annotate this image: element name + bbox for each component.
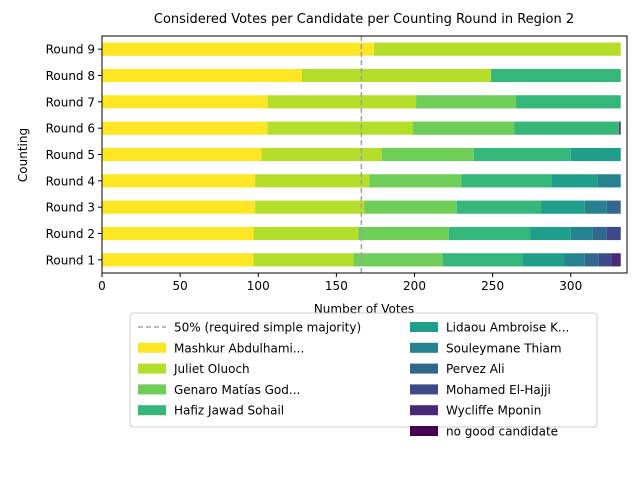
bar-segment <box>267 121 413 135</box>
bar-segment <box>522 253 565 267</box>
bar-segment <box>102 68 302 83</box>
bar-segment <box>473 147 571 162</box>
bar-segment <box>267 95 417 109</box>
y-tick-label: Round 3 <box>46 201 95 215</box>
bar-segment <box>461 174 552 188</box>
bar-segment <box>253 226 359 241</box>
legend-swatch <box>138 384 166 395</box>
y-tick-label: Round 8 <box>46 69 95 83</box>
legend-label: 50% (required simple majority) <box>174 321 361 335</box>
legend-label: Lidaou Ambroise K... <box>446 321 569 335</box>
legend-swatch <box>410 342 438 353</box>
bar-segment <box>552 174 598 188</box>
y-tick-label: Round 4 <box>46 174 95 188</box>
legend-label: Wycliffe Mponin <box>446 404 541 418</box>
legend-frame <box>129 312 598 428</box>
bar-segment <box>102 226 254 241</box>
bar-segment <box>416 95 517 109</box>
bar-segment <box>255 174 370 188</box>
x-tick-label: 250 <box>481 279 504 293</box>
bar-segment <box>102 95 268 109</box>
legend-label: Pervez Ali <box>446 362 505 376</box>
bar-segment <box>102 121 268 135</box>
x-tick-label: 300 <box>559 279 582 293</box>
y-tick-label: Round 2 <box>46 227 95 241</box>
bar-segment <box>353 253 443 267</box>
y-tick-label: Round 6 <box>46 122 95 136</box>
bar-segment <box>619 121 621 135</box>
legend-swatch <box>138 342 166 353</box>
bar-segment <box>255 200 365 214</box>
legend-label: Mohamed El-Hajji <box>446 383 551 397</box>
bar-segment <box>102 147 262 162</box>
bar-segment <box>102 42 374 56</box>
bar-segment <box>456 200 542 214</box>
legend-label: Genaro Matías God... <box>174 383 300 397</box>
bar-segment <box>364 200 457 214</box>
legend-label: no good candidate <box>446 425 558 439</box>
y-tick-label: Round 9 <box>46 43 95 57</box>
x-axis: 0 50 100 150 200 250 300 <box>98 273 582 293</box>
legend-label: Hafiz Jawad Sohail <box>174 404 284 418</box>
bar-segment <box>102 174 256 188</box>
legend-swatch <box>138 405 166 416</box>
bar-segment <box>611 253 621 267</box>
y-tick-label: Round 5 <box>46 148 95 162</box>
legend-swatch <box>410 322 438 332</box>
x-tick-label: 200 <box>403 279 426 293</box>
bar-segment <box>102 253 254 267</box>
x-tick-label: 150 <box>325 279 348 293</box>
bars <box>102 42 621 267</box>
bar-segment <box>584 253 599 267</box>
bar-segment <box>261 147 382 162</box>
bar-segment <box>592 226 607 241</box>
legend-swatch <box>410 363 438 374</box>
legend-swatch <box>410 405 438 416</box>
y-tick-label: Round 1 <box>46 253 95 267</box>
legend-swatch <box>410 384 438 395</box>
bar-segment <box>369 174 462 188</box>
bar-segment <box>302 68 492 83</box>
legend: 50% (required simple majority) Mashkur Ab… <box>129 312 598 439</box>
bar-segment <box>606 200 621 214</box>
legend-swatch <box>410 426 438 436</box>
x-tick-label: 100 <box>247 279 270 293</box>
y-tick-label: Round 7 <box>46 95 95 109</box>
bar-segment <box>253 253 354 267</box>
bar-segment <box>412 121 515 135</box>
bar-segment <box>530 226 571 241</box>
y-axis-label: Counting <box>16 128 30 182</box>
bar-segment <box>514 121 620 135</box>
legend-label: Juliet Oluoch <box>173 362 250 376</box>
bar-segment <box>597 174 621 188</box>
y-axis: Round 1 Round 2 Round 3 Round 4 Round 5 Round… <box>46 43 102 267</box>
bar-segment <box>448 226 531 241</box>
bar-segment <box>491 68 621 83</box>
bar-segment <box>584 200 607 214</box>
bar-segment <box>442 253 523 267</box>
x-tick-label: 0 <box>98 279 106 293</box>
bar-segment <box>358 226 449 241</box>
bar-segment <box>381 147 474 162</box>
bar-segment <box>541 200 585 214</box>
bar-segment <box>102 200 256 214</box>
bar-segment <box>570 226 593 241</box>
chart-title: Considered Votes per Candidate per Count… <box>154 12 574 27</box>
bar-segment <box>606 226 621 241</box>
x-tick-label: 50 <box>172 279 187 293</box>
bar-segment <box>373 42 621 56</box>
bar-segment <box>598 253 612 267</box>
legend-label: Souleymane Thiam <box>446 341 562 355</box>
bar-segment <box>516 95 621 109</box>
bar-segment <box>570 147 621 162</box>
bar-segment <box>564 253 585 267</box>
legend-swatch <box>138 363 166 374</box>
legend-label: Mashkur Abdulhami... <box>174 341 304 355</box>
